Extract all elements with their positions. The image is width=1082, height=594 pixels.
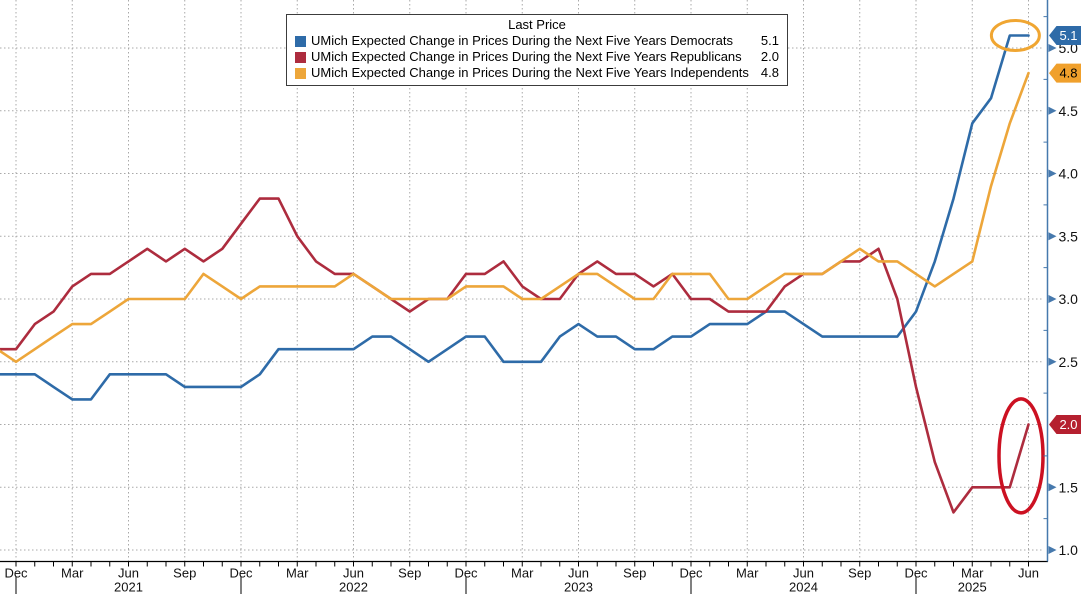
x-axis-label: Dec [229,566,253,581]
legend-item-republicans: UMich Expected Change in Prices During t… [295,49,779,65]
highlight-ellipse-republicans-line-end [997,397,1045,515]
x-axis-label: Dec [4,566,28,581]
last-price-badge-democrats [1049,25,1081,45]
legend-last-price: 5.1 [760,33,779,48]
legend-label: UMich Expected Change in Prices During t… [311,49,742,64]
x-axis-label: Mar [736,566,759,581]
legend-last-price: 4.8 [760,65,779,80]
y-axis-tick-arrow-icon [1048,232,1057,241]
x-axis-year-label: 2025 [958,580,987,594]
series-line-republicans [0,197,1030,514]
x-axis-year-label: 2021 [114,580,143,594]
x-axis-year-label: 2023 [564,580,593,594]
legend-last-price: 2.0 [760,49,779,64]
legend-swatch-democrats-icon [295,35,306,47]
y-axis-label: 2.5 [1059,354,1079,370]
legend-label: UMich Expected Change in Prices During t… [311,65,749,80]
legend-title: Last Price [508,17,566,32]
series-line-independents [0,71,1030,364]
last-price-badge-value: 2.0 [1059,417,1077,432]
legend-item-independents: UMich Expected Change in Prices During t… [295,65,779,81]
x-axis-label: Mar [961,566,984,581]
x-axis-label: Mar [511,566,534,581]
x-axis-label: Dec [454,566,478,581]
x-axis-label: Jun [343,566,364,581]
x-axis-year-label: 2022 [339,580,368,594]
series-line-democrats [0,34,1030,401]
y-axis-tick-arrow-icon [1048,106,1057,115]
x-axis-label: Sep [173,566,196,581]
y-axis-tick-arrow-icon [1048,169,1057,178]
y-axis-tick-arrow-icon [1048,295,1057,303]
highlight-ellipse-democrats-line-end [989,18,1041,52]
x-axis-label: Mar [61,566,84,581]
x-axis-label: Mar [286,566,309,581]
y-axis-label: 1.0 [1059,542,1079,558]
last-price-badge-independents [1049,63,1081,83]
y-axis-tick-arrow-icon [1048,483,1057,492]
x-axis-label: Jun [568,566,589,581]
x-axis-label: Dec [679,566,703,581]
x-axis-label: Jun [1018,566,1039,581]
y-axis-tick-arrow-icon [1048,44,1057,52]
y-axis-label: 4.5 [1059,103,1079,119]
legend-item-democrats: UMich Expected Change in Prices During t… [295,33,779,49]
last-price-badge-republicans [1049,415,1081,434]
x-axis-label: Sep [398,566,421,581]
x-axis-label: Jun [793,566,814,581]
legend-swatch-republicans-icon [295,51,306,63]
y-axis-label: 1.5 [1059,479,1079,495]
legend-swatch-independents-icon [295,67,306,79]
x-axis-label: Sep [848,566,871,581]
x-axis-label: Dec [904,566,928,581]
y-axis-tick-arrow-icon [1048,357,1057,366]
y-axis-label: 3.0 [1059,291,1079,307]
y-axis-label: 4.0 [1059,166,1079,182]
last-price-badge-value: 5.1 [1059,28,1077,43]
x-axis-label: Jun [118,566,139,581]
y-axis-tick-arrow-icon [1048,546,1057,554]
legend: Last Price UMich Expected Change in Pric… [286,14,788,86]
x-axis-label: Sep [623,566,646,581]
last-price-badge-value: 4.8 [1059,66,1077,81]
x-axis-year-label: 2024 [789,580,818,594]
legend-label: UMich Expected Change in Prices During t… [311,33,733,48]
y-axis-label: 3.5 [1059,228,1079,244]
